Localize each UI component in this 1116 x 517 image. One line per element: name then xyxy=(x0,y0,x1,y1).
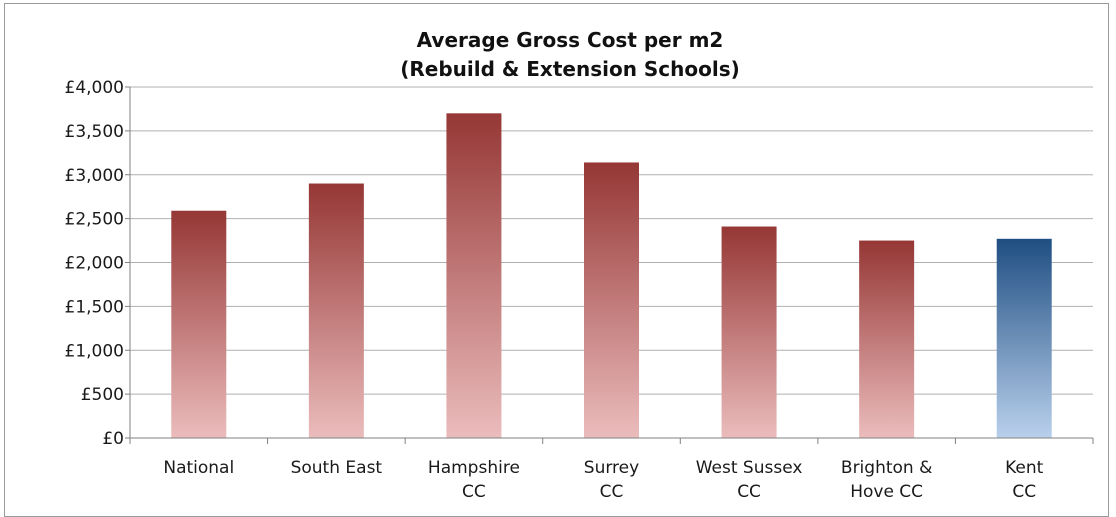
bar xyxy=(584,162,639,438)
y-tick-label: £3,500 xyxy=(65,122,124,142)
y-tick-label: £1,500 xyxy=(65,297,124,317)
y-tick-label: £4,000 xyxy=(65,78,124,98)
bar xyxy=(171,210,227,438)
y-tick-label: £1,000 xyxy=(65,341,124,361)
x-category-label: West Sussex CC xyxy=(696,458,803,502)
y-tick-label: £0 xyxy=(102,429,124,449)
y-tick-label: £2,000 xyxy=(65,254,124,274)
bar xyxy=(996,238,1052,438)
x-category-label: Kent CC xyxy=(1005,458,1044,502)
bar xyxy=(446,113,502,438)
chart-title: Average Gross Cost per m2 xyxy=(417,28,724,52)
bar xyxy=(859,240,915,438)
x-category-labels: National South East Hampshire CC Surrey CC Wes… xyxy=(163,458,1043,502)
bar xyxy=(721,226,777,438)
x-category-label: National xyxy=(163,458,234,478)
x-category-label: South East xyxy=(291,458,383,478)
y-tick-label: £500 xyxy=(81,385,124,405)
bar xyxy=(308,183,364,438)
chart-subtitle: (Rebuild & Extension Schools) xyxy=(400,57,740,81)
x-category-label: Brighton & Hove CC xyxy=(841,458,932,502)
x-category-label: Surrey CC xyxy=(584,458,639,502)
y-tick-labels: £0 £500 £1,000 £1,500 £2,000 £2,500 £3,000 £3,5… xyxy=(65,78,124,449)
axes xyxy=(125,86,1094,444)
x-category-label: Hampshire CC xyxy=(428,458,520,502)
bars xyxy=(171,113,1052,438)
y-tick-label: £2,500 xyxy=(65,210,124,230)
y-tick-label: £3,000 xyxy=(65,166,124,186)
